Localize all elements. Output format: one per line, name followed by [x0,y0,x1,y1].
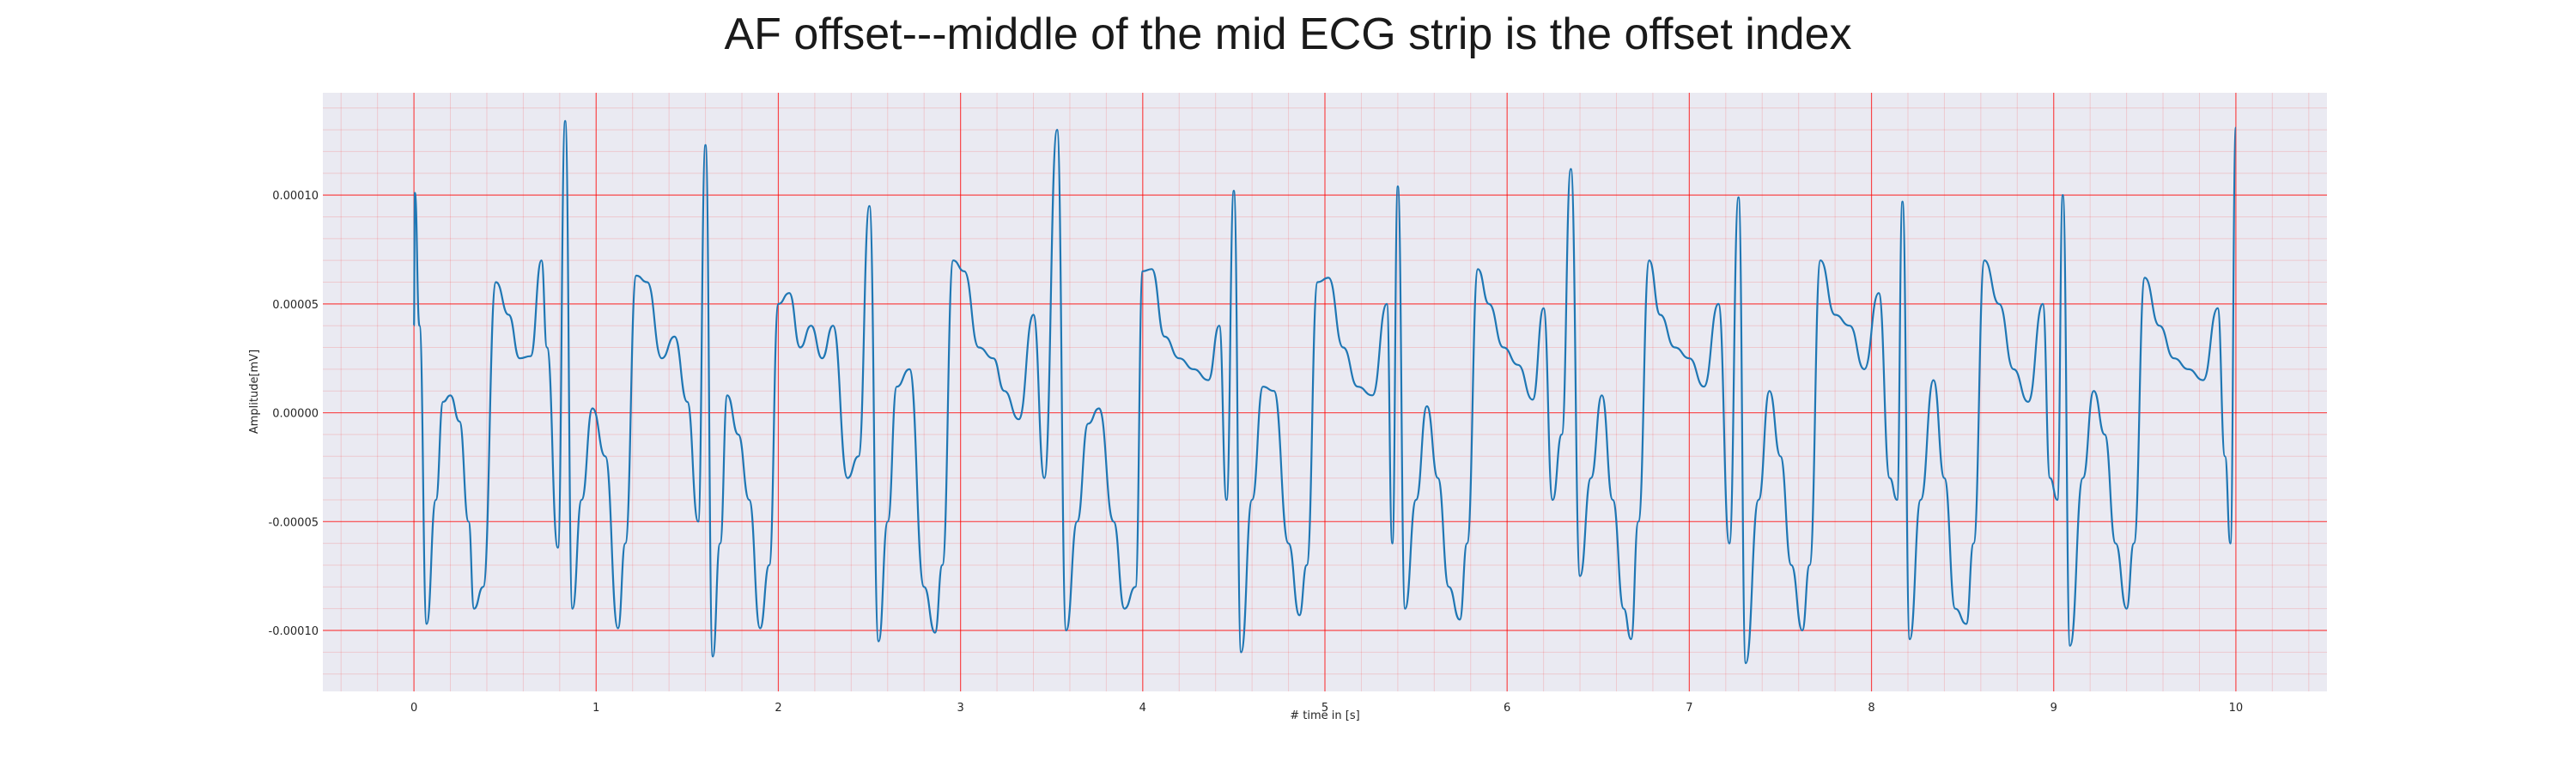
x-tick-label: 3 [957,702,963,715]
x-tick-label: 0 [410,702,417,715]
y-tick-label: -0.00005 [269,516,319,529]
x-tick-label: 7 [1686,702,1692,715]
x-tick-label: 8 [1868,702,1874,715]
y-tick-label: -0.00010 [269,625,319,638]
x-tick-label: 4 [1139,702,1146,715]
x-axis-label: # time in [s] [1290,709,1359,722]
x-tick-label: 9 [2050,702,2057,715]
y-axis-label: Amplitude[mV] [248,350,261,434]
y-tick-labels: -0.00010 -0.00005 0.00000 0.00005 0.00010 [269,190,319,638]
y-tick-label: 0.00010 [272,190,319,203]
ecg-signal-line [413,119,2237,665]
signal-layer [413,119,2237,665]
x-tick-label: 10 [2229,702,2244,715]
major-grid [323,93,2327,691]
x-tick-label: 6 [1504,702,1510,715]
x-tick-labels: 0 1 2 3 4 5 6 7 8 9 10 [410,702,2243,715]
y-tick-label: 0.00005 [272,299,319,312]
chart-title: AF offset---middle of the mid ECG strip … [724,9,1852,59]
x-tick-label: 2 [775,702,781,715]
y-tick-label: 0.00000 [272,408,319,421]
x-tick-label: 1 [592,702,599,715]
x-tick-label: 5 [1321,702,1328,715]
